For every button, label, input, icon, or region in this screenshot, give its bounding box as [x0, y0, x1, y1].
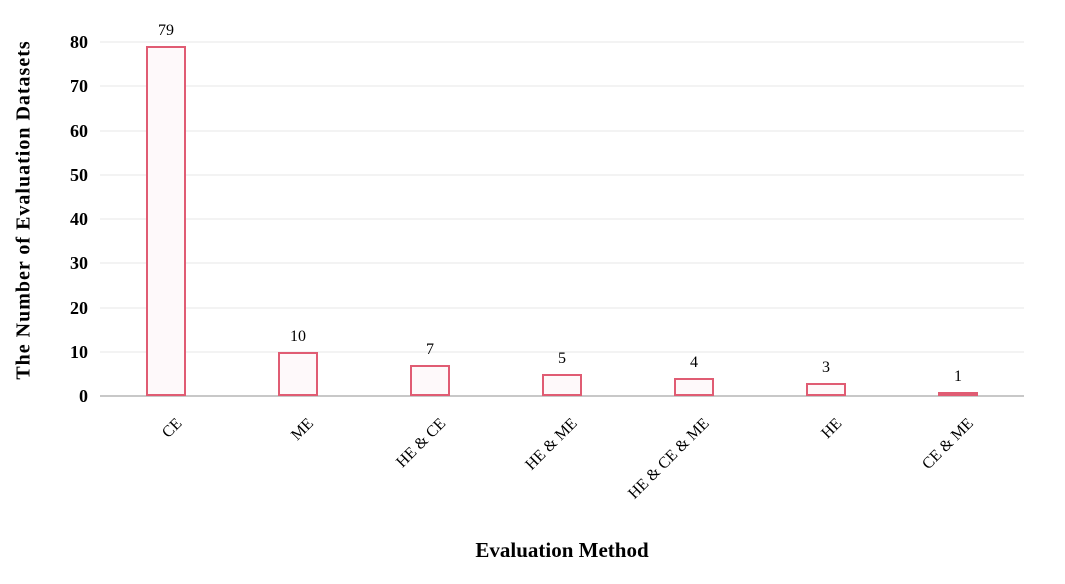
gridline — [100, 173, 1024, 176]
gridline — [100, 262, 1024, 265]
bar — [542, 373, 582, 396]
bar-value-label: 10 — [290, 327, 306, 345]
bar-value-label: 1 — [954, 367, 962, 385]
y-tick-label: 30 — [70, 253, 88, 274]
x-tick-label: HE & CE & ME — [625, 415, 714, 503]
x-tick-label: CE — [158, 415, 186, 442]
bar — [410, 365, 450, 396]
y-tick-label: 60 — [70, 120, 88, 141]
gridline — [100, 350, 1024, 353]
y-tick-label: 40 — [70, 209, 88, 229]
bar-value-label: 4 — [690, 354, 698, 372]
bar — [938, 391, 978, 396]
bar-value-label: 79 — [158, 22, 174, 40]
bar — [674, 378, 714, 396]
gridline — [100, 41, 1024, 43]
x-tick-label: HE & ME — [522, 415, 582, 474]
x-tick-label: HE — [817, 415, 846, 443]
bar-value-label: 3 — [822, 358, 830, 376]
x-axis-title: Evaluation Method — [475, 538, 649, 562]
x-tick-label: HE & CE — [393, 415, 450, 472]
y-tick-label: 0 — [79, 386, 88, 406]
bar — [806, 382, 846, 396]
bar — [278, 351, 318, 396]
gridline — [100, 129, 1024, 132]
y-tick-label: 80 — [70, 32, 88, 52]
y-tick-label: 10 — [70, 341, 88, 362]
bar-value-label: 7 — [426, 341, 434, 359]
bar-value-label: 5 — [558, 349, 566, 367]
x-tick-label: ME — [288, 415, 318, 444]
gridline — [100, 218, 1024, 220]
gridline — [100, 85, 1024, 88]
gridline — [100, 306, 1024, 309]
bar — [146, 46, 186, 396]
y-tick-label: 20 — [70, 297, 88, 318]
x-axis-line — [100, 395, 1024, 397]
x-tick-label: CE & ME — [919, 415, 978, 473]
y-tick-label: 70 — [70, 76, 88, 97]
y-tick-label: 50 — [70, 164, 88, 185]
